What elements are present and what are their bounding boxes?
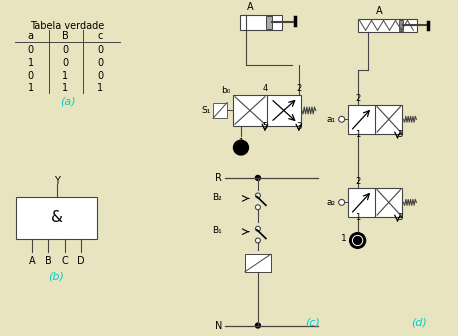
Text: B₂: B₂ [212,193,222,202]
Text: N: N [215,321,222,331]
Circle shape [338,200,345,205]
Bar [240,15,282,30]
Text: A: A [376,6,383,16]
Text: 2: 2 [355,177,360,186]
Text: 1: 1 [27,83,34,93]
Text: a: a [27,31,33,41]
Circle shape [353,236,363,245]
Text: (d): (d) [411,318,427,328]
Text: B₁: B₁ [212,226,222,235]
Text: 1: 1 [355,213,360,222]
Text: R: R [215,173,222,183]
Bar [358,18,417,32]
Text: B: B [45,256,52,266]
Text: 1: 1 [62,83,69,93]
Text: (a): (a) [60,97,75,107]
Text: 2: 2 [296,84,301,93]
Bar [266,16,272,29]
Text: Y: Y [54,176,60,186]
Text: S₁: S₁ [202,106,211,115]
Text: 1: 1 [62,71,69,81]
Text: 0: 0 [62,45,69,55]
Circle shape [256,193,261,198]
Text: A: A [29,256,35,266]
Text: 0: 0 [27,45,34,55]
Circle shape [256,175,261,180]
Text: 3: 3 [296,122,301,131]
Text: &: & [50,210,63,225]
Bar [213,102,227,118]
Text: 2: 2 [355,94,360,103]
Text: 3: 3 [398,213,403,222]
Text: 1: 1 [238,138,244,147]
Text: (c): (c) [305,318,320,328]
Bar [233,95,301,126]
Text: C: C [61,256,68,266]
Text: 0: 0 [62,58,69,68]
Text: 1: 1 [341,234,347,243]
Text: 5: 5 [262,122,267,131]
Text: (b): (b) [49,272,65,282]
Circle shape [349,233,365,248]
Text: A: A [246,2,253,12]
Bar [348,104,403,134]
Text: 0: 0 [98,58,104,68]
Text: 0: 0 [98,45,104,55]
Circle shape [234,140,248,155]
Bar [16,198,98,239]
Text: a₂: a₂ [327,198,336,207]
Text: D: D [77,256,85,266]
Bar [245,254,271,272]
Text: a₁: a₁ [327,115,336,124]
Text: 1: 1 [355,130,360,139]
Text: B: B [62,31,69,41]
Circle shape [256,323,261,328]
Circle shape [354,237,362,244]
Circle shape [256,205,261,210]
Text: 4: 4 [262,84,267,93]
Circle shape [256,238,261,243]
Bar [348,188,403,217]
Text: c: c [98,31,103,41]
Bar [399,19,403,31]
Text: b₀: b₀ [222,86,231,95]
Text: 0: 0 [98,71,104,81]
Text: 0: 0 [27,71,34,81]
Text: 1: 1 [98,83,104,93]
Text: Tabela verdade: Tabela verdade [30,20,104,31]
Circle shape [256,226,261,231]
Circle shape [338,116,345,122]
Text: 3: 3 [398,130,403,139]
Text: 1: 1 [27,58,34,68]
